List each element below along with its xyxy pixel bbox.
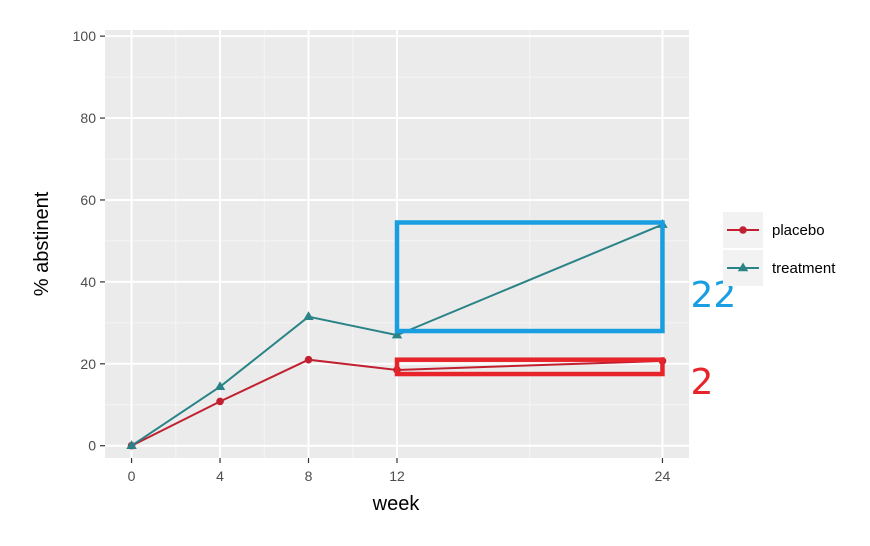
y-tick-label: 20: [80, 356, 96, 372]
y-tick-label: 100: [73, 28, 97, 44]
y-tick-label: 40: [80, 274, 96, 290]
treatment-point: [391, 329, 403, 339]
legend-marker-placebo: [739, 226, 747, 234]
treatment-point: [126, 440, 137, 450]
series-layer: [126, 219, 668, 450]
y-axis: 0 20 40 60 80 100: [73, 28, 105, 454]
x-tick-label: 8: [305, 468, 313, 484]
treatment-point: [303, 311, 314, 320]
annotation-layer: 222: [394, 220, 736, 403]
annotation-label-2: 2: [690, 362, 713, 403]
x-tick-label: 0: [128, 468, 136, 484]
x-axis: 0 4 8 12 24: [128, 458, 671, 484]
legend: placebo treatment: [723, 212, 836, 286]
y-tick-label: 0: [88, 438, 96, 454]
x-tick-label: 4: [216, 468, 224, 484]
y-axis-title: % abstinent: [31, 191, 53, 296]
x-tick-label: 12: [389, 468, 405, 484]
y-tick-label: 60: [80, 192, 96, 208]
treatment-point: [214, 381, 226, 391]
legend-label-placebo: placebo: [772, 222, 825, 239]
placebo-point: [304, 355, 313, 364]
annotation-box-2: [394, 357, 665, 377]
legend-marker-treatment: [737, 262, 749, 272]
x-axis-title: week: [372, 493, 421, 515]
legend-label-treatment: treatment: [772, 260, 836, 277]
x-tick-label: 24: [655, 468, 671, 484]
annotation-box-1: [394, 220, 665, 334]
y-tick-label: 80: [80, 110, 96, 126]
placebo-point: [216, 397, 224, 406]
